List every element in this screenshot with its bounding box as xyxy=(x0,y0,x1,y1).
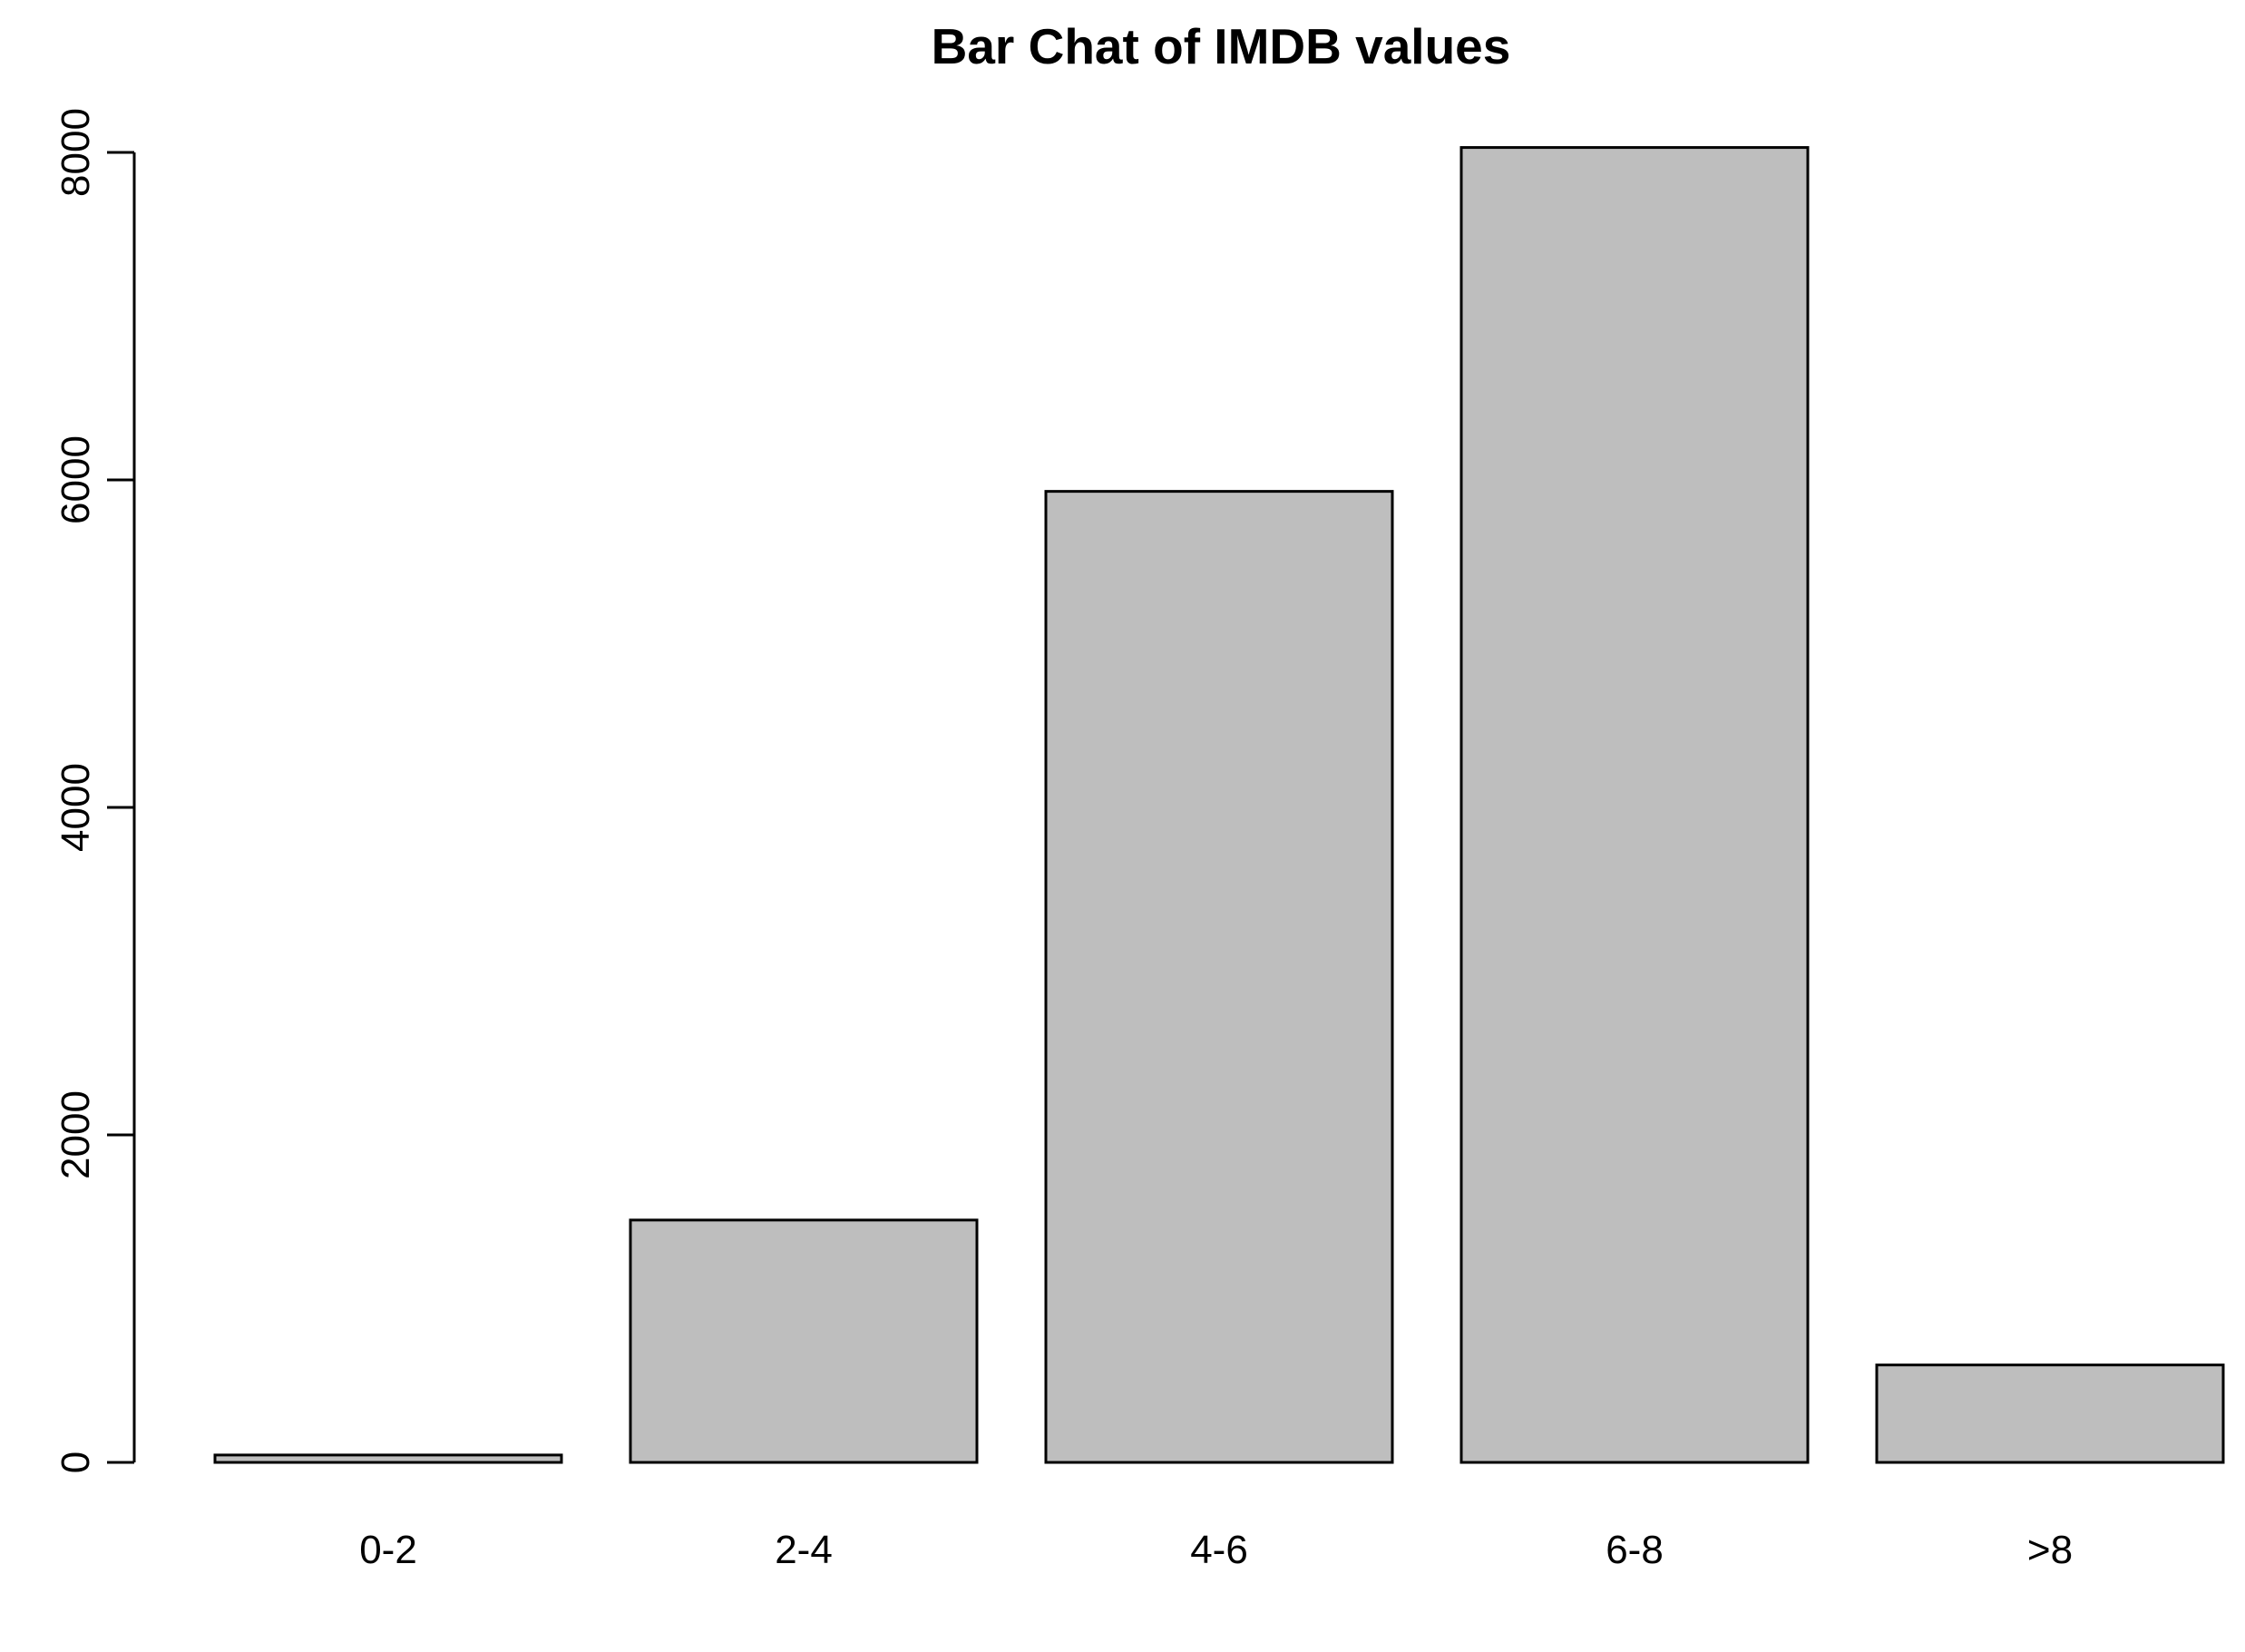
chart-title: Bar Chat of IMDB values xyxy=(932,18,1511,74)
y-tick-label: 0 xyxy=(54,1452,98,1473)
bars-group xyxy=(213,146,2225,1464)
y-tick-label: 4000 xyxy=(54,763,98,852)
bar-46 xyxy=(1044,490,1394,1464)
x-tick-label: 2-4 xyxy=(775,1528,833,1572)
bar-24 xyxy=(629,1218,979,1464)
y-tick-label: 8000 xyxy=(54,108,98,197)
x-tick-label: >8 xyxy=(2027,1528,2073,1572)
x-tick-label: 6-8 xyxy=(1606,1528,1664,1572)
y-tick-label: 6000 xyxy=(54,435,98,524)
y-tick-label: 2000 xyxy=(54,1090,98,1179)
bar-8 xyxy=(1875,1364,2225,1464)
bar-68 xyxy=(1459,146,1810,1464)
x-tick-label: 0-2 xyxy=(359,1528,417,1572)
y-axis: 0 2000 4000 6000 8000 xyxy=(54,108,136,1473)
bar-02 xyxy=(213,1453,563,1464)
x-tick-label: 4-6 xyxy=(1190,1528,1248,1572)
x-axis-labels: 0-2 2-4 4-6 6-8 >8 xyxy=(359,1528,2073,1572)
